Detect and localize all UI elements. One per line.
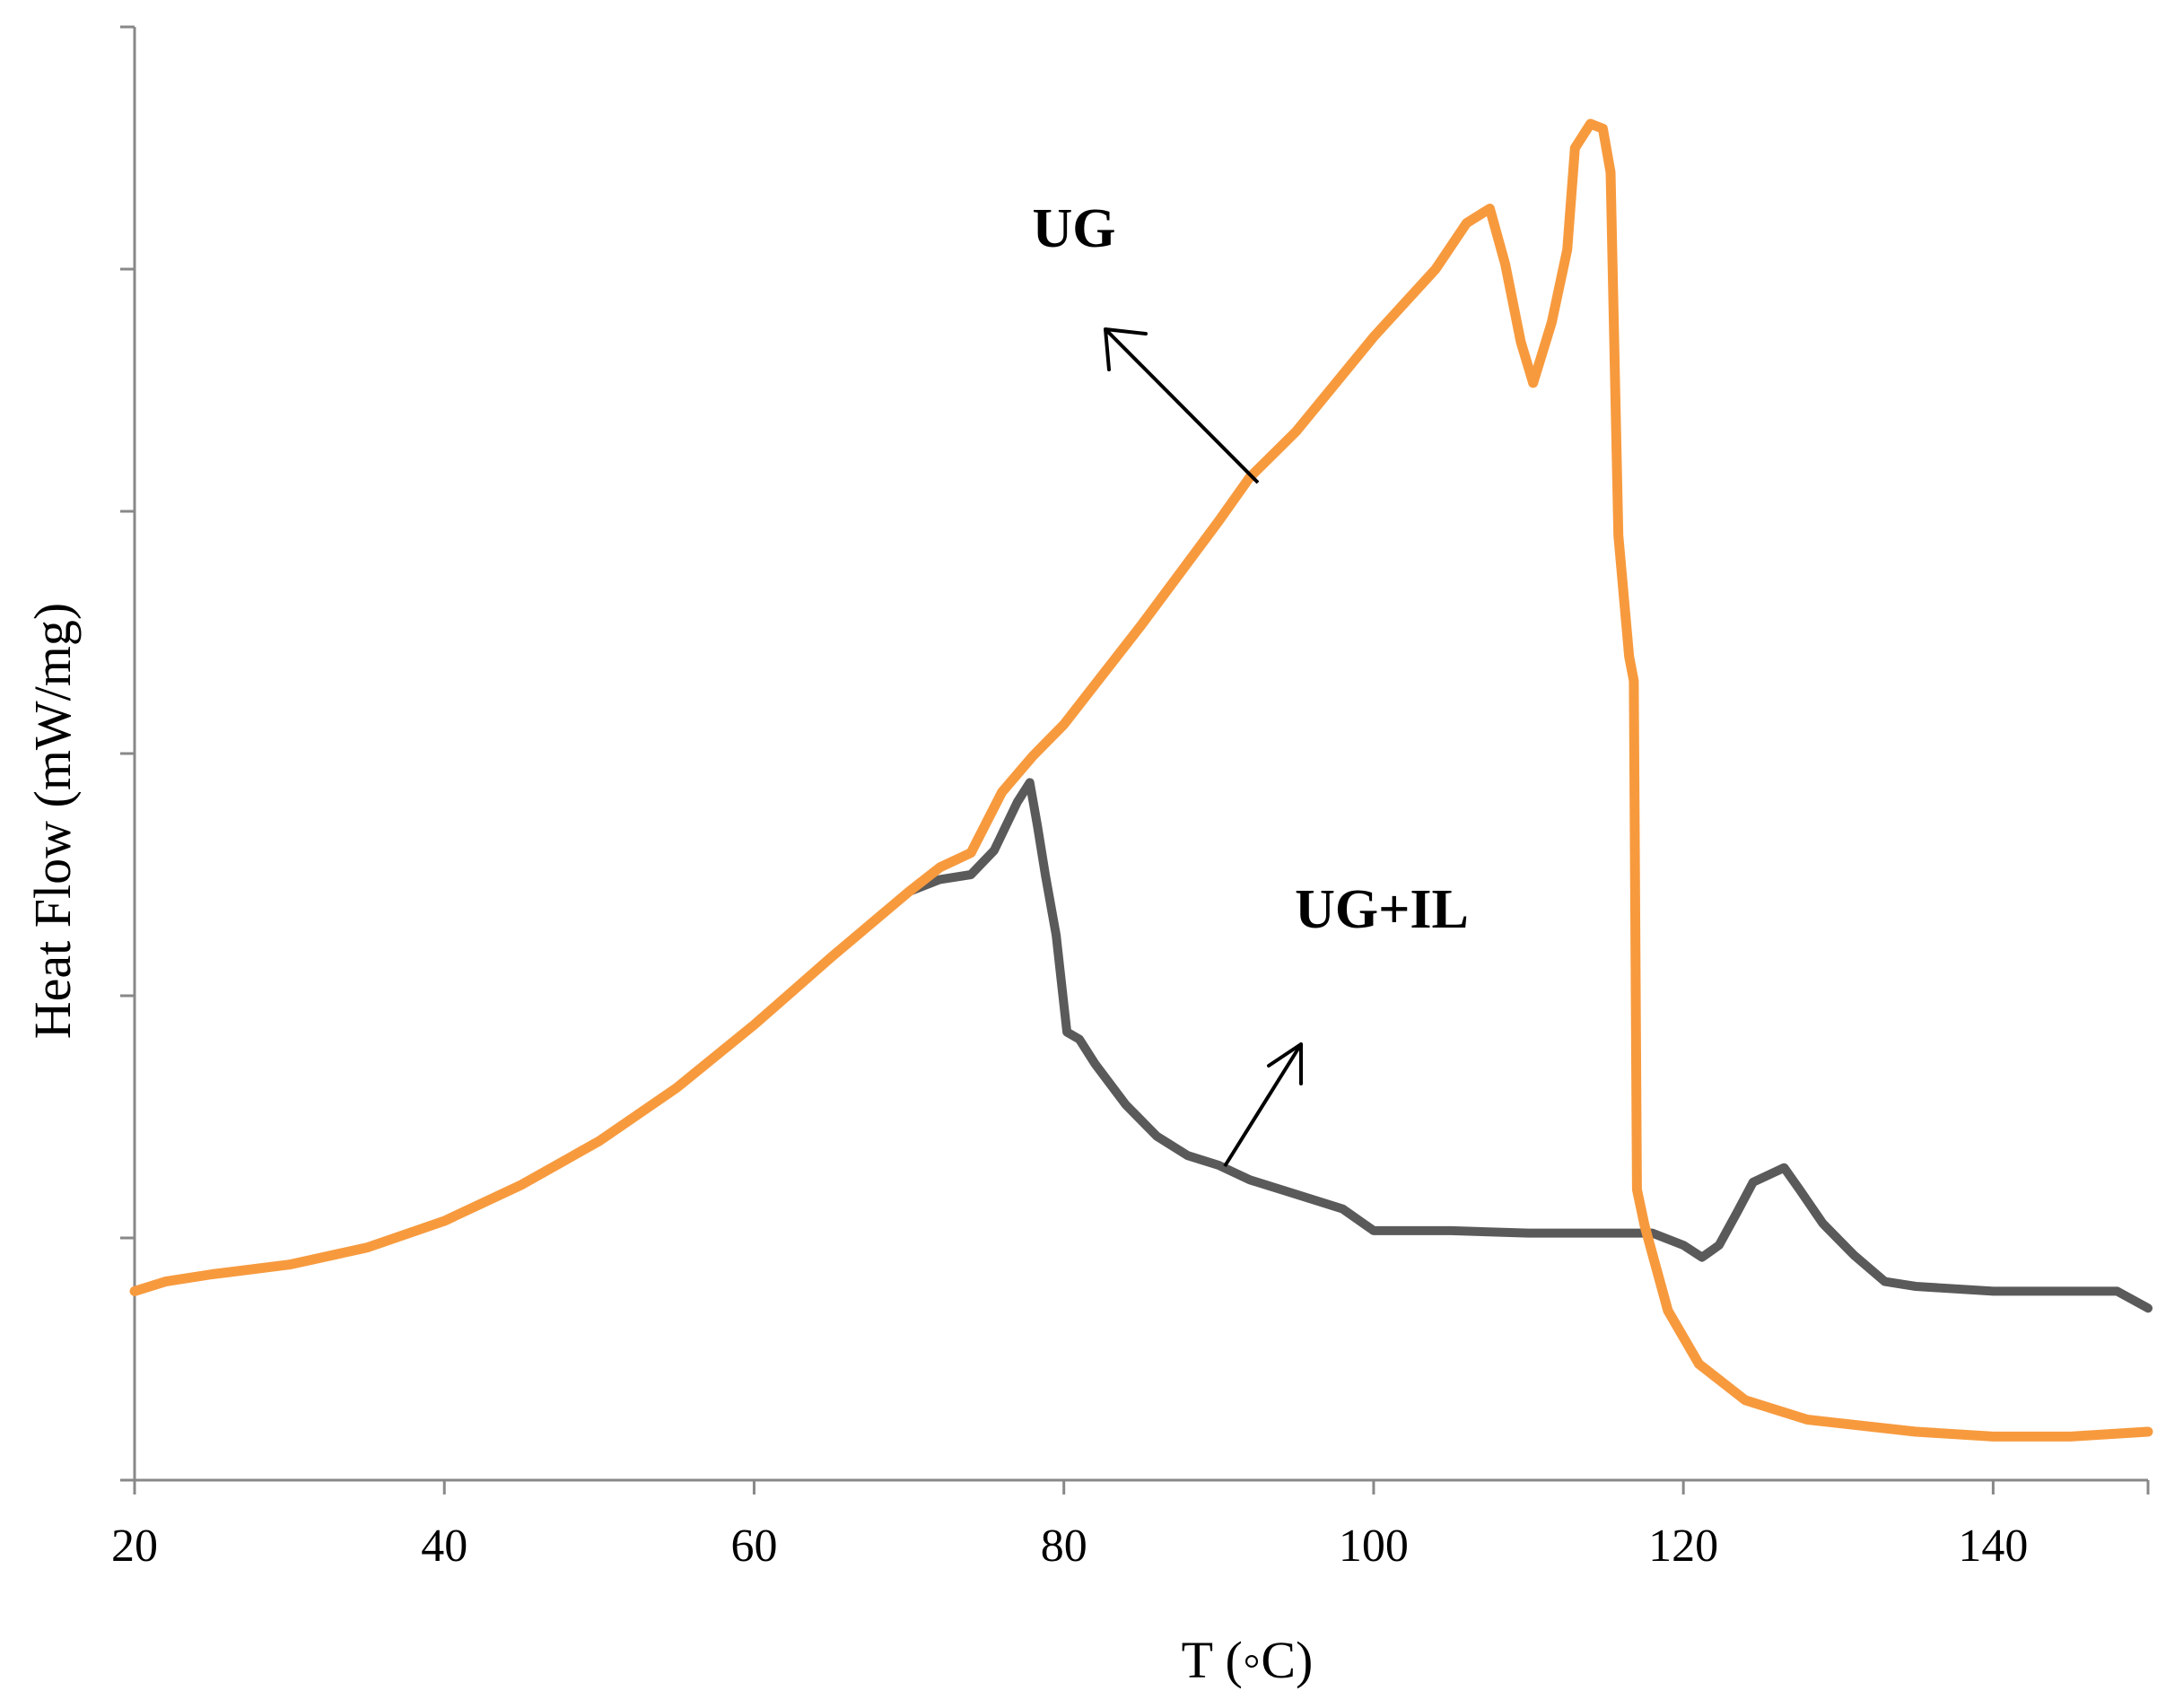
- series-line-ug: [129, 118, 2153, 1442]
- x-axis-title: T (◦C): [1182, 1631, 1314, 1689]
- arrow-ug-il: [1223, 1042, 1303, 1168]
- x-tick-label: 120: [1648, 1521, 1718, 1572]
- arrow-ug-il-head: [1267, 1042, 1303, 1085]
- x-tick-label: 60: [730, 1521, 777, 1572]
- axes: 20 40 60 80 100 120 140: [111, 25, 2150, 1572]
- annotation-layer: UG UG+IL: [1033, 198, 1469, 1168]
- annotation-ug-il: UG+IL: [1295, 879, 1469, 940]
- arrow-ug: [1104, 327, 1260, 484]
- arrow-ug-head: [1104, 327, 1148, 371]
- y-axis-title: Heat Flow (mW/mg): [23, 603, 82, 1039]
- series-line-ug-il: [904, 778, 2153, 1313]
- x-tick-label: 20: [111, 1521, 158, 1572]
- x-tick-label: 80: [1041, 1521, 1087, 1572]
- x-tick-label: 140: [1958, 1521, 2028, 1572]
- x-tick-label: 100: [1339, 1521, 1409, 1572]
- series-layer: [129, 118, 2153, 1442]
- annotation-ug: UG: [1033, 198, 1116, 259]
- x-tick-label: 40: [421, 1521, 467, 1572]
